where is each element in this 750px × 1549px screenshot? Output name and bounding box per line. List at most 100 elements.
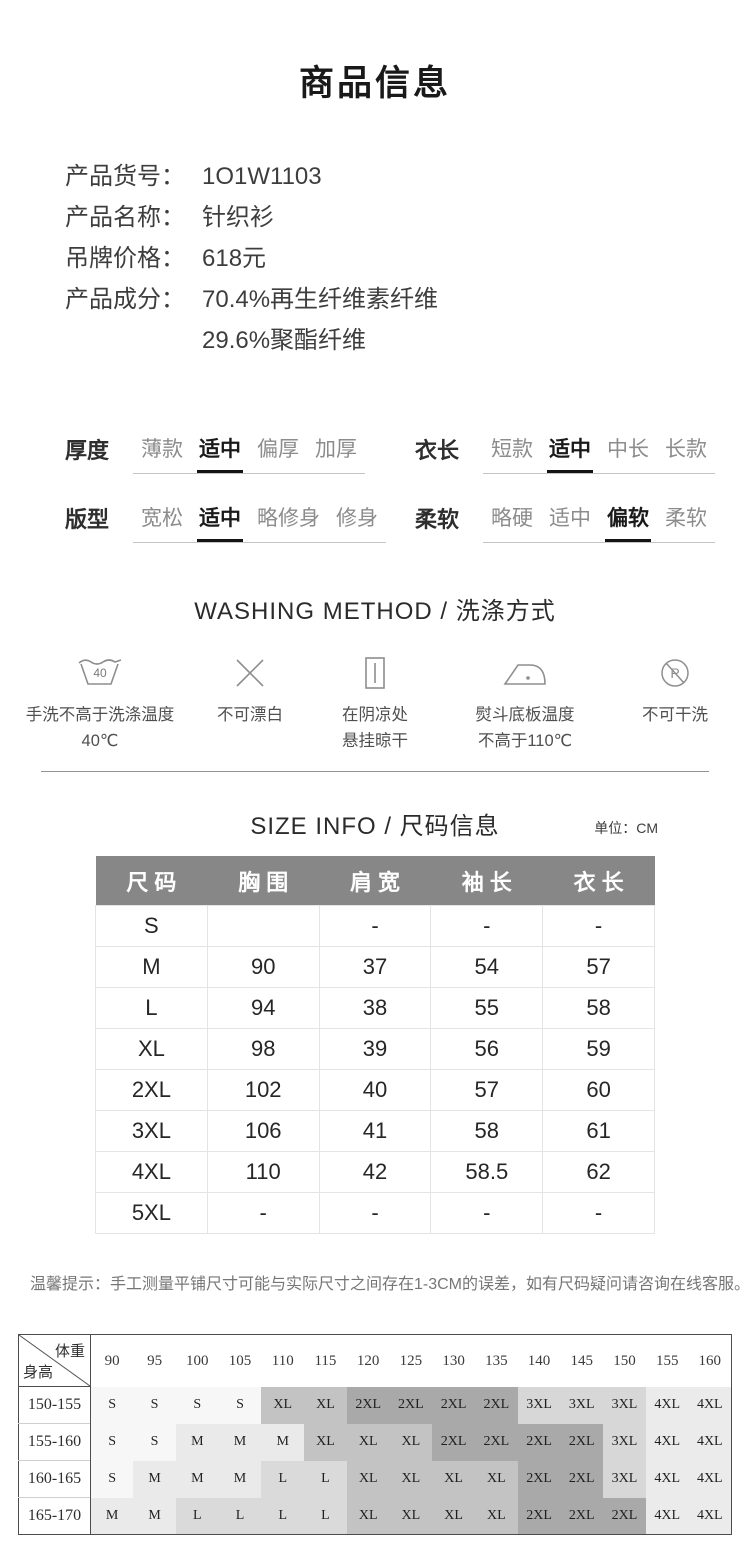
weight-header-cell: 100 bbox=[175, 1334, 219, 1387]
weight-header-cell: 150 bbox=[603, 1334, 646, 1387]
size-table: 尺码 胸围 肩宽 袖长 衣长 S - - - M 90 37 54 57 L 94 38 55 58 XL 98 39 5… bbox=[95, 855, 655, 1235]
svg-text:40: 40 bbox=[93, 666, 107, 680]
size-chart-cell: 2XL bbox=[517, 1423, 561, 1461]
size-chart-cell: 2XL bbox=[560, 1460, 604, 1498]
size-table-head: 尺码 胸围 肩宽 袖长 衣长 bbox=[95, 855, 655, 906]
attribute-options: 略硬 适中 偏软 柔软 bbox=[483, 502, 716, 543]
size-table-cell: 59 bbox=[542, 1028, 655, 1071]
size-chart-cell: 4XL bbox=[645, 1386, 689, 1424]
size-table-row: S--- bbox=[95, 905, 655, 948]
size-table-header-cell: 胸围 bbox=[207, 855, 320, 906]
size-table-cell bbox=[206, 905, 320, 948]
size-chart-cell: XL bbox=[389, 1460, 433, 1498]
no-dryclean-icon: P bbox=[620, 652, 730, 694]
handwash-icon: 40 bbox=[20, 652, 180, 694]
height-label-cell: 155-160 bbox=[18, 1423, 91, 1461]
size-chart-cell: 4XL bbox=[688, 1497, 732, 1535]
size-chart-cell: 3XL bbox=[517, 1386, 561, 1424]
washing-item: 40 手洗不高于洗涤温度 40℃ bbox=[20, 652, 180, 755]
size-info-title: SIZE INFO / 尺码信息 bbox=[250, 812, 500, 840]
size-chart-cell: 4XL bbox=[688, 1423, 732, 1461]
size-chart-cell: L bbox=[218, 1497, 262, 1535]
size-table-cell: 110 bbox=[206, 1151, 320, 1194]
attribute-options: 短款 适中 中长 长款 bbox=[483, 433, 716, 474]
size-table-cell: 4XL bbox=[95, 1151, 208, 1194]
size-unit-label: 单位：CM bbox=[594, 819, 658, 836]
size-chart-cell: L bbox=[304, 1460, 347, 1498]
product-info-label: 产品成分： bbox=[65, 286, 185, 313]
weight-header-cell: 105 bbox=[218, 1334, 262, 1387]
size-chart-cell: S bbox=[90, 1423, 134, 1461]
size-chart-cell: M bbox=[175, 1460, 219, 1498]
size-chart-cell: 4XL bbox=[688, 1460, 732, 1498]
attribute-group: 版型 宽松 适中 略修身 修身 bbox=[65, 502, 415, 543]
no-bleach-icon bbox=[195, 652, 305, 694]
washing-item-label: 不可漂白 bbox=[217, 706, 283, 724]
size-chart-cell: M bbox=[218, 1423, 262, 1461]
size-chart-cell: 4XL bbox=[688, 1386, 732, 1424]
size-chart-cell: S bbox=[133, 1386, 176, 1424]
size-table-body: S - - - M 90 37 54 57 L 94 38 55 58 XL 98 39 56 59 2XL 102 40… bbox=[95, 905, 655, 1235]
size-table-row: XL 98 39 56 59 bbox=[95, 1028, 655, 1071]
size-chart-cell: XL bbox=[474, 1460, 518, 1498]
attribute-group: 柔软 略硬 适中 偏软 柔软 bbox=[415, 502, 735, 543]
weight-header-cell: 125 bbox=[389, 1334, 433, 1387]
washing-item: P 不可干洗 bbox=[620, 652, 730, 755]
height-label-cell: 150-155 bbox=[18, 1386, 91, 1424]
size-chart-cell: S bbox=[218, 1386, 262, 1424]
attribute-label: 版型 bbox=[65, 507, 110, 532]
size-chart-cell: 3XL bbox=[603, 1423, 646, 1461]
size-chart-row: 155-160 S S M M M XL XL XL 2XL 2XL 2XL 2XL 3XL 4XL 4XL bbox=[18, 1423, 732, 1461]
diagonal-line bbox=[19, 1335, 90, 1387]
weight-header-cell: 110 bbox=[261, 1334, 305, 1387]
attribute-option-selected: 适中 bbox=[549, 438, 592, 461]
size-table-cell: S bbox=[95, 905, 208, 948]
washing-item-label: 手洗不高于洗涤温度 40℃ bbox=[25, 706, 175, 751]
size-chart-cell: 2XL bbox=[603, 1497, 646, 1535]
size-table-cell: 106 bbox=[206, 1110, 320, 1153]
attribute-option: 宽松 bbox=[141, 507, 184, 530]
size-chart-cell: XL bbox=[261, 1386, 305, 1424]
weight-header-cell: 140 bbox=[517, 1334, 561, 1387]
product-info-label: 产品货号： bbox=[65, 163, 185, 190]
size-table-cell: 38 bbox=[318, 987, 432, 1030]
attribute-label: 衣长 bbox=[415, 438, 460, 463]
product-info-row: 29.6%聚酯纤维 bbox=[65, 320, 750, 361]
product-info-value: 618元 bbox=[202, 245, 267, 272]
weight-header-cell: 95 bbox=[133, 1334, 176, 1387]
washing-items: 40 手洗不高于洗涤温度 40℃ 不可漂白 在阴凉处 悬挂晾干 熨斗底板温度 不高于11… bbox=[0, 652, 750, 755]
washing-item: 不可漂白 bbox=[195, 652, 305, 755]
size-chart-table: 体重 身高 90 95 100 105 110 115 120 125 130 135 140 145 15… bbox=[18, 1334, 732, 1536]
size-tip: 温馨提示：手工测量平铺尺寸可能与实际尺寸之间存在1-3CM的误差，如有尺码疑问请… bbox=[30, 1276, 750, 1294]
size-table-header-cell: 衣长 bbox=[542, 855, 655, 906]
page-title: 商品信息 bbox=[298, 64, 451, 103]
product-info-row: 产品成分： 70.4%再生纤维素纤维 bbox=[65, 279, 750, 320]
product-info: 产品货号： 1O1W1103 产品名称： 针织衫 吊牌价格： 618元 产品成分： 70.4%… bbox=[65, 156, 750, 361]
size-chart-cell: M bbox=[133, 1460, 176, 1498]
size-table-header-row: 尺码 胸围 肩宽 袖长 衣长 bbox=[95, 855, 655, 906]
size-table-header-cell: 袖长 bbox=[430, 855, 543, 906]
size-table-cell: 54 bbox=[430, 946, 544, 989]
size-chart-row: 150-155 S S S S XL XL 2XL 2XL 2XL 2XL 3XL 3XL 3XL 4XL 4… bbox=[18, 1386, 732, 1424]
attribute-label: 柔软 bbox=[415, 507, 460, 532]
size-table-row: 3XL 106 41 58 61 bbox=[95, 1110, 655, 1153]
size-chart-cell: M bbox=[218, 1460, 262, 1498]
size-chart-cell: 2XL bbox=[432, 1423, 475, 1461]
size-chart-cell: 2XL bbox=[346, 1386, 390, 1424]
weight-header-cell: 130 bbox=[432, 1334, 475, 1387]
size-table-cell: 94 bbox=[206, 987, 320, 1030]
weight-header-cell: 160 bbox=[688, 1334, 732, 1387]
weight-header-cell: 145 bbox=[560, 1334, 604, 1387]
attribute-option: 柔软 bbox=[665, 507, 708, 530]
size-chart-cell: XL bbox=[304, 1386, 347, 1424]
size-table-cell: 40 bbox=[318, 1069, 432, 1112]
size-chart-cell: 2XL bbox=[517, 1497, 561, 1535]
product-info-row: 产品名称： 针织衫 bbox=[65, 197, 750, 238]
size-table-row: 4XL 110 42 58.5 62 bbox=[95, 1151, 655, 1194]
size-chart-cell: 3XL bbox=[603, 1386, 646, 1424]
size-chart-cell: 2XL bbox=[474, 1423, 518, 1461]
size-chart-cell: 2XL bbox=[560, 1423, 604, 1461]
attribute-options: 薄款 适中 偏厚 加厚 bbox=[133, 433, 366, 474]
size-table-cell: 39 bbox=[318, 1028, 432, 1071]
size-table-cell: 3XL bbox=[95, 1110, 208, 1153]
